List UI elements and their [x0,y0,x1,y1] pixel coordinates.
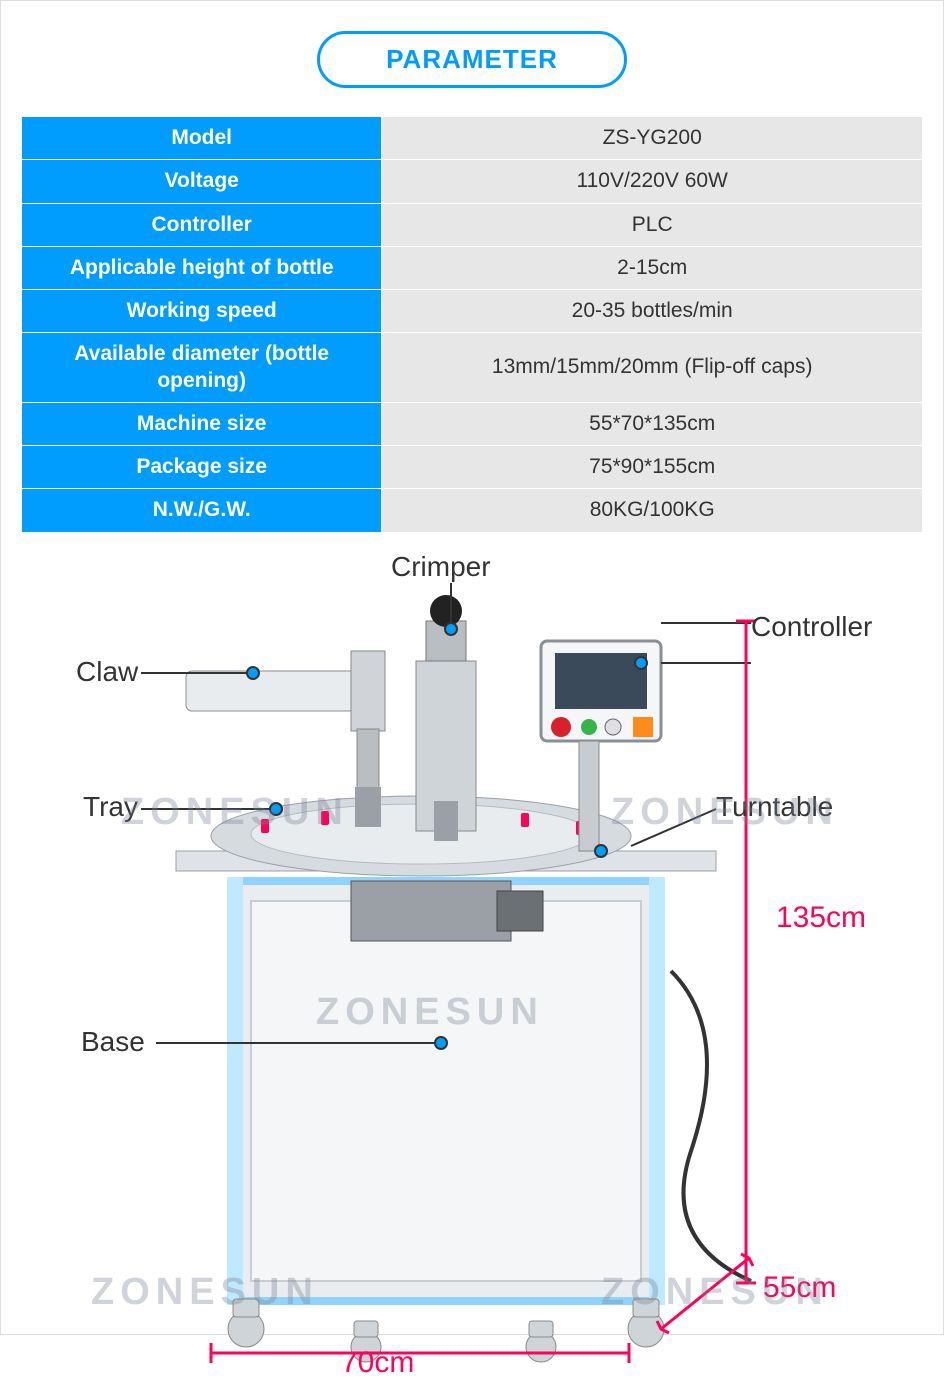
table-row: Model ZS-YG200 [22,117,923,160]
spec-val: 2-15cm [382,246,923,289]
spec-key: Available diameter (bottle opening) [22,333,382,403]
table-row: Applicable height of bottle 2-15cm [22,246,923,289]
spec-val: 80KG/100KG [382,489,923,532]
spec-key: Machine size [22,402,382,445]
spec-val: 110V/220V 60W [382,160,923,203]
dim-width: 70cm [341,1346,414,1380]
label-base: Base [81,1026,145,1058]
spec-val: 55*70*135cm [382,402,923,445]
page-container: PARAMETER Model ZS-YG200 Voltage 110V/22… [0,0,944,1335]
label-turntable: Turntable [716,791,833,823]
machine-svg [21,551,925,1381]
spec-key: Applicable height of bottle [22,246,382,289]
table-row: Machine size 55*70*135cm [22,402,923,445]
spec-table: Model ZS-YG200 Voltage 110V/220V 60W Con… [21,116,923,533]
dim-depth: 55cm [763,1271,836,1305]
parameter-heading: PARAMETER [317,31,627,88]
label-controller: Controller [751,611,872,643]
spec-val: ZS-YG200 [382,117,923,160]
spec-key: Voltage [22,160,382,203]
spec-key: N.W./G.W. [22,489,382,532]
spec-key: Model [22,117,382,160]
spec-key: Controller [22,203,382,246]
spec-val: 20-35 bottles/min [382,290,923,333]
label-claw: Claw [76,656,138,688]
table-row: Controller PLC [22,203,923,246]
table-row: N.W./G.W. 80KG/100KG [22,489,923,532]
table-row: Working speed 20-35 bottles/min [22,290,923,333]
table-row: Voltage 110V/220V 60W [22,160,923,203]
spec-key: Working speed [22,290,382,333]
machine-diagram: Crimper Controller Claw Tray Turntable B… [21,551,923,1381]
label-tray: Tray [83,791,138,823]
spec-val: 13mm/15mm/20mm (Flip-off caps) [382,333,923,403]
label-crimper: Crimper [391,551,491,583]
table-row: Package size 75*90*155cm [22,446,923,489]
spec-key: Package size [22,446,382,489]
spec-val: PLC [382,203,923,246]
table-row: Available diameter (bottle opening) 13mm… [22,333,923,403]
spec-val: 75*90*155cm [382,446,923,489]
dim-height: 135cm [776,901,866,935]
